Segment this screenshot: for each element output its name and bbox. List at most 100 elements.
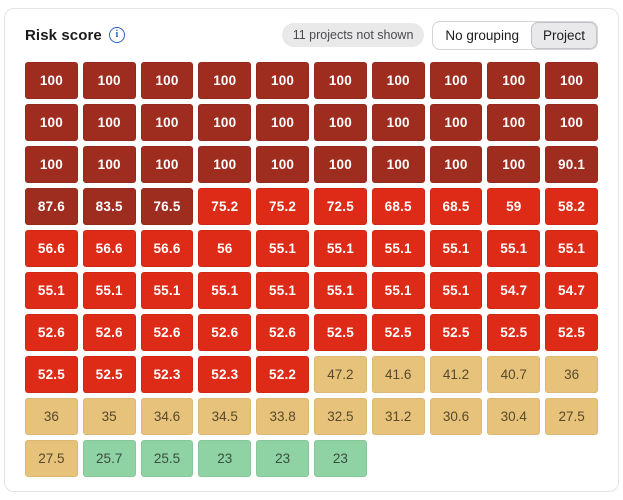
risk-tile[interactable]: 52.5 — [371, 314, 425, 351]
risk-tile[interactable]: 55.1 — [25, 272, 78, 309]
risk-tile[interactable]: 100 — [371, 104, 425, 141]
risk-tile[interactable]: 27.5 — [545, 398, 598, 435]
risk-tile[interactable]: 52.5 — [25, 356, 78, 393]
risk-tile[interactable]: 100 — [371, 146, 425, 183]
risk-tile[interactable]: 34.6 — [140, 398, 194, 435]
risk-tile[interactable]: 100 — [487, 146, 541, 183]
risk-tile[interactable]: 23 — [313, 440, 367, 477]
risk-tile[interactable]: 52.6 — [140, 314, 194, 351]
risk-tile[interactable]: 68.5 — [371, 188, 425, 225]
risk-tile[interactable]: 55.1 — [545, 230, 598, 267]
risk-tile[interactable]: 55.1 — [429, 272, 483, 309]
risk-tile[interactable]: 100 — [429, 146, 483, 183]
risk-tile[interactable]: 55.1 — [371, 230, 425, 267]
risk-tile[interactable]: 33.8 — [256, 398, 309, 435]
risk-tile[interactable]: 100 — [82, 146, 136, 183]
risk-tile[interactable]: 100 — [25, 104, 78, 141]
risk-tile[interactable]: 41.2 — [429, 356, 483, 393]
risk-tile[interactable]: 55.1 — [487, 230, 541, 267]
risk-tile[interactable]: 100 — [82, 62, 136, 99]
risk-tile[interactable]: 23 — [198, 440, 252, 477]
risk-tile[interactable]: 100 — [371, 62, 425, 99]
risk-tile[interactable]: 100 — [256, 104, 309, 141]
risk-tile[interactable]: 55.1 — [371, 272, 425, 309]
risk-tile[interactable]: 75.2 — [198, 188, 252, 225]
risk-tile[interactable]: 100 — [25, 62, 78, 99]
risk-tile[interactable]: 55.1 — [140, 272, 194, 309]
risk-tile[interactable]: 54.7 — [487, 272, 541, 309]
risk-tile[interactable]: 100 — [198, 146, 252, 183]
risk-tile[interactable]: 23 — [256, 440, 309, 477]
risk-tile[interactable]: 100 — [256, 146, 309, 183]
risk-tile[interactable]: 52.6 — [198, 314, 252, 351]
risk-tile[interactable]: 100 — [313, 62, 367, 99]
risk-tile[interactable]: 41.6 — [371, 356, 425, 393]
risk-tile[interactable]: 52.3 — [198, 356, 252, 393]
risk-tile[interactable]: 100 — [256, 62, 309, 99]
risk-tile[interactable]: 25.7 — [82, 440, 136, 477]
risk-tile[interactable]: 100 — [429, 62, 483, 99]
risk-tile[interactable]: 75.2 — [256, 188, 309, 225]
risk-tile[interactable]: 100 — [82, 104, 136, 141]
risk-tile[interactable]: 30.4 — [487, 398, 541, 435]
risk-tile[interactable]: 56.6 — [140, 230, 194, 267]
risk-tile[interactable]: 76.5 — [140, 188, 194, 225]
risk-tile[interactable]: 100 — [313, 146, 367, 183]
risk-tile[interactable]: 87.6 — [25, 188, 78, 225]
risk-tile[interactable]: 100 — [313, 104, 367, 141]
risk-tile[interactable]: 52.3 — [140, 356, 194, 393]
risk-tile[interactable]: 55.1 — [82, 272, 136, 309]
card-header: Risk score i 11 projects not shown No gr… — [25, 20, 598, 50]
risk-tile[interactable]: 100 — [140, 146, 194, 183]
risk-tile[interactable]: 52.6 — [82, 314, 136, 351]
risk-tile[interactable]: 36 — [25, 398, 78, 435]
risk-tile[interactable]: 72.5 — [313, 188, 367, 225]
risk-tile[interactable]: 30.6 — [429, 398, 483, 435]
risk-tile[interactable]: 100 — [140, 104, 194, 141]
risk-tile[interactable]: 90.1 — [545, 146, 598, 183]
risk-tile[interactable]: 100 — [429, 104, 483, 141]
risk-tile[interactable]: 52.5 — [82, 356, 136, 393]
risk-tile[interactable]: 32.5 — [313, 398, 367, 435]
risk-tile[interactable]: 35 — [82, 398, 136, 435]
risk-tile[interactable]: 100 — [487, 104, 541, 141]
grouping-option-project[interactable]: Project — [530, 21, 597, 49]
risk-tile[interactable]: 47.2 — [313, 356, 367, 393]
risk-tile[interactable]: 100 — [198, 62, 252, 99]
risk-tile[interactable]: 31.2 — [371, 398, 425, 435]
risk-tile[interactable]: 55.1 — [256, 272, 309, 309]
risk-tile[interactable]: 25.5 — [140, 440, 194, 477]
risk-tile[interactable]: 55.1 — [198, 272, 252, 309]
risk-tile[interactable]: 100 — [487, 62, 541, 99]
risk-tile[interactable]: 55.1 — [429, 230, 483, 267]
risk-tile[interactable]: 100 — [545, 104, 598, 141]
risk-tile[interactable]: 68.5 — [429, 188, 483, 225]
risk-tile[interactable]: 52.5 — [429, 314, 483, 351]
info-icon[interactable]: i — [108, 27, 125, 43]
risk-tile[interactable]: 52.2 — [256, 356, 309, 393]
risk-tile[interactable]: 56.6 — [82, 230, 136, 267]
risk-tile[interactable]: 27.5 — [25, 440, 78, 477]
risk-tile[interactable]: 52.5 — [545, 314, 598, 351]
risk-tile[interactable]: 36 — [545, 356, 598, 393]
risk-tile[interactable]: 59 — [487, 188, 541, 225]
risk-tile[interactable]: 100 — [140, 62, 194, 99]
risk-tile[interactable]: 52.6 — [25, 314, 78, 351]
risk-tile[interactable]: 55.1 — [256, 230, 309, 267]
risk-tile[interactable]: 52.5 — [487, 314, 541, 351]
risk-tile[interactable]: 100 — [25, 146, 78, 183]
risk-tile[interactable]: 55.1 — [313, 272, 367, 309]
risk-tile[interactable]: 58.2 — [545, 188, 598, 225]
risk-tile[interactable]: 100 — [545, 62, 598, 99]
risk-tile[interactable]: 56.6 — [25, 230, 78, 267]
risk-tile[interactable]: 100 — [198, 104, 252, 141]
risk-tile[interactable]: 52.6 — [256, 314, 309, 351]
risk-tile[interactable]: 55.1 — [313, 230, 367, 267]
risk-tile[interactable]: 83.5 — [82, 188, 136, 225]
risk-tile[interactable]: 52.5 — [313, 314, 367, 351]
grouping-option-no-grouping[interactable]: No grouping — [445, 27, 519, 43]
risk-tile[interactable]: 34.5 — [198, 398, 252, 435]
risk-tile[interactable]: 54.7 — [545, 272, 598, 309]
risk-tile[interactable]: 56 — [198, 230, 252, 267]
risk-tile[interactable]: 40.7 — [487, 356, 541, 393]
